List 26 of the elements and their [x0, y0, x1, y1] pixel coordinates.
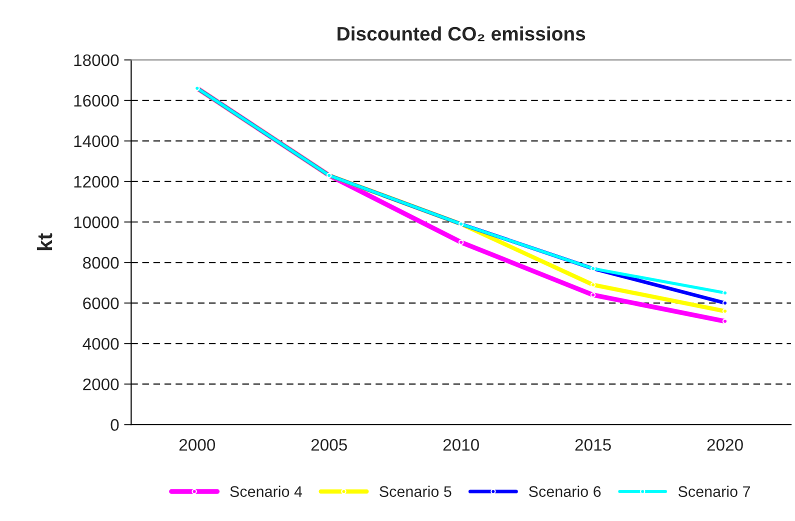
legend-label: Scenario 5 — [380, 486, 452, 497]
y-tick-label: 4000 — [82, 338, 119, 350]
y-tick-label: 2000 — [83, 378, 119, 390]
x-tick-label: 2005 — [311, 438, 347, 451]
point — [458, 240, 464, 245]
x-tick-label: 2000 — [179, 438, 216, 451]
legend-label: Scenario 7 — [678, 486, 750, 497]
y-tick-label: 18000 — [74, 54, 119, 66]
y-tick-label: 10000 — [74, 216, 119, 228]
x-tick-label: 2020 — [707, 438, 743, 451]
y-tick-label: 0 — [110, 419, 119, 431]
y-tick-label: 6000 — [83, 297, 119, 310]
y-axis-title: kt — [36, 233, 52, 250]
y-tick-label: 16000 — [74, 94, 119, 107]
y-tick-label: 12000 — [74, 176, 119, 188]
point — [722, 318, 728, 324]
legend-label: Scenario 6 — [529, 486, 601, 497]
legend-label: Scenario 4 — [230, 486, 302, 497]
point — [590, 282, 596, 288]
point — [722, 308, 728, 314]
chart-title: Discounted CO₂ emissions — [338, 26, 586, 42]
point — [590, 292, 596, 298]
y-tick-label: 14000 — [74, 135, 119, 148]
x-tick-label: 2015 — [575, 438, 611, 451]
x-tick-label: 2010 — [443, 438, 479, 451]
y-tick-label: 8000 — [83, 256, 119, 269]
